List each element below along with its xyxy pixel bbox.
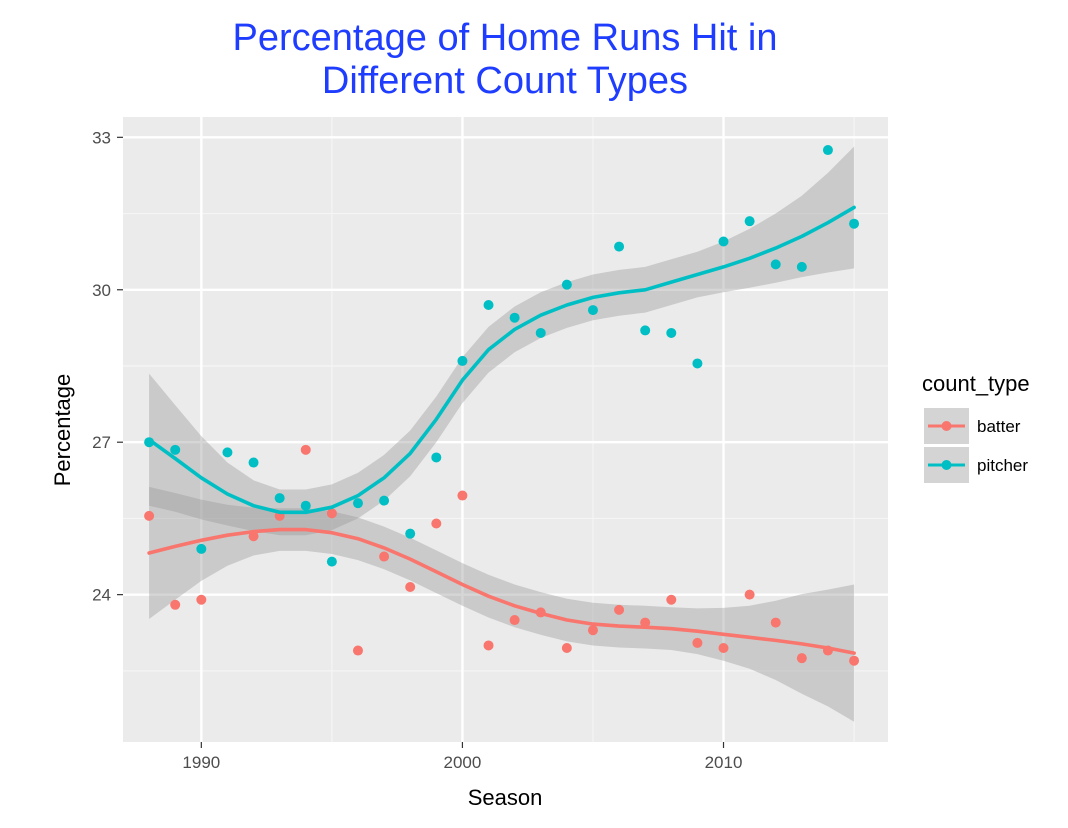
tick-labels: 1990 2000 2010 24 27 30 33	[92, 128, 742, 772]
point-pitcher-1991	[222, 447, 233, 458]
point-batter-2007	[640, 617, 651, 628]
point-pitcher-2006	[614, 241, 625, 252]
point-batter-1994	[300, 444, 311, 455]
point-pitcher-2000	[457, 355, 468, 366]
legend-dot-pitcher	[941, 460, 952, 470]
x-tick-label-2000: 2000	[444, 753, 482, 772]
point-pitcher-1994	[300, 500, 311, 511]
point-pitcher-1992	[248, 457, 259, 468]
point-pitcher-2001	[483, 300, 494, 311]
grid-major	[123, 117, 888, 742]
x-axis-title: Season	[468, 785, 543, 810]
y-tick-label-33: 33	[92, 128, 111, 147]
point-pitcher-2004	[561, 279, 572, 290]
point-batter-2002	[509, 615, 520, 626]
point-batter-1997	[379, 551, 390, 562]
point-batter-2013	[796, 653, 807, 664]
point-batter-1988	[144, 510, 155, 521]
point-batter-2009	[692, 637, 703, 648]
point-pitcher-2011	[744, 216, 755, 227]
axis-ticks	[117, 136, 725, 748]
y-tick-label-27: 27	[92, 433, 111, 452]
point-pitcher-1998	[405, 528, 416, 539]
point-pitcher-2003	[535, 327, 546, 338]
point-pitcher-1989	[170, 444, 181, 455]
point-batter-2004	[561, 642, 572, 653]
x-tick-label-1990: 1990	[182, 753, 220, 772]
point-batter-2001	[483, 640, 494, 651]
point-batter-1999	[431, 518, 442, 529]
point-pitcher-2005	[587, 305, 598, 316]
point-batter-2008	[666, 594, 677, 605]
point-pitcher-2008	[666, 327, 677, 338]
x-tick-label-2010: 2010	[705, 753, 743, 772]
point-pitcher-2009	[692, 358, 703, 369]
point-pitcher-2014	[822, 145, 833, 156]
chart-title-line-2: Different Count Types	[322, 60, 688, 102]
legend-label-batter: batter	[977, 417, 1021, 436]
point-batter-1989	[170, 599, 181, 610]
y-tick-label-30: 30	[92, 281, 111, 300]
point-pitcher-2010	[718, 236, 729, 247]
point-pitcher-2007	[640, 325, 651, 336]
point-batter-2006	[614, 604, 625, 615]
point-pitcher-1999	[431, 452, 442, 463]
point-batter-2011	[744, 589, 755, 600]
legend-key-batter	[924, 408, 969, 444]
point-batter-2005	[587, 625, 598, 636]
y-axis-title: Percentage	[50, 374, 75, 487]
legend-title: count_type	[922, 371, 1030, 396]
chart-title-line-1: Percentage of Home Runs Hit in	[233, 17, 778, 59]
point-pitcher-2015	[849, 218, 860, 229]
point-pitcher-2002	[509, 312, 520, 323]
point-pitcher-1996	[352, 498, 363, 509]
point-batter-1998	[405, 582, 416, 593]
legend: count_type batter pitcher	[922, 371, 1030, 483]
point-batter-2015	[849, 655, 860, 666]
point-batter-1990	[196, 594, 207, 605]
legend-label-pitcher: pitcher	[977, 456, 1028, 475]
point-pitcher-2013	[796, 261, 807, 272]
y-tick-label-24: 24	[92, 586, 111, 605]
point-batter-2010	[718, 642, 729, 653]
point-batter-2000	[457, 490, 468, 501]
legend-dot-batter	[941, 421, 952, 431]
point-pitcher-2012	[770, 259, 781, 270]
point-pitcher-1995	[326, 556, 337, 567]
smooth-lines	[147, 205, 856, 655]
point-batter-1995	[326, 508, 337, 519]
point-batter-2012	[770, 617, 781, 628]
point-batter-1996	[352, 645, 363, 656]
point-pitcher-1993	[274, 493, 285, 504]
fit-line-batter	[147, 527, 856, 655]
point-pitcher-1990	[196, 543, 207, 554]
legend-key-pitcher	[924, 447, 969, 483]
fit-line-pitcher	[147, 205, 856, 515]
point-pitcher-1997	[379, 495, 390, 506]
band-batter	[149, 486, 855, 722]
